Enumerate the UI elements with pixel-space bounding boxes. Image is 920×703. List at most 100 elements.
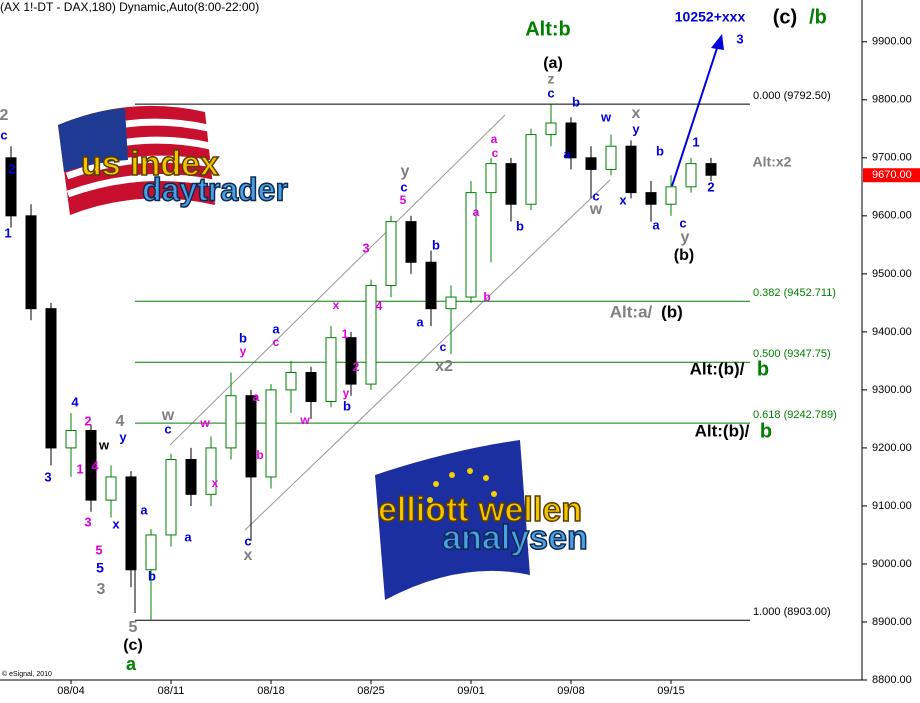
candle-body (5, 157, 17, 217)
wave-label: c (400, 179, 407, 194)
wave-label: x (212, 476, 219, 490)
candle-body (245, 395, 257, 478)
wave-label: (b) (674, 247, 694, 264)
wave-label: 5 (96, 560, 104, 576)
wave-label: (c) (773, 6, 797, 28)
candle-body (605, 145, 617, 170)
candle-body (145, 534, 157, 571)
wave-label: (b) (661, 302, 683, 321)
wave-label: w (199, 416, 210, 430)
x-tick-label: 09/01 (457, 685, 485, 697)
wave-label: b (432, 237, 440, 252)
wave-label: 5 (129, 619, 138, 636)
candle-body (185, 459, 197, 495)
wave-label: w (299, 413, 310, 427)
projection-arrow (671, 41, 720, 187)
wave-label: b (516, 218, 524, 233)
logo-text: daytrader (142, 171, 288, 207)
logo-text: elliott wellen (378, 491, 582, 529)
candle-body (305, 371, 317, 403)
wave-label: 1 (692, 134, 699, 149)
wave-label: c (244, 533, 251, 548)
candle-body (345, 337, 357, 385)
x-tick-label: 09/08 (557, 685, 585, 697)
wave-label: c (273, 335, 280, 349)
x-tick-label: 08/18 (257, 685, 285, 697)
fib-label: 0.382 (9452.711) (753, 287, 836, 299)
copyright: © eSignal, 2010 (2, 670, 52, 678)
candle-body (665, 186, 677, 205)
candle-body (165, 459, 177, 536)
candle-body (25, 215, 37, 310)
candle-body (585, 157, 597, 170)
candle-body (45, 308, 57, 449)
wave-label: (a) (543, 55, 563, 72)
wave-label: Alt:(b)/ (695, 421, 750, 440)
wave-label: w (161, 407, 175, 424)
eu-flag (375, 440, 530, 600)
wave-label: c (492, 146, 499, 160)
x-tick-label: 08/04 (57, 685, 85, 697)
wave-label: x (333, 298, 340, 312)
candle-body (465, 192, 477, 298)
candle-body (365, 284, 377, 385)
wave-label: a (473, 205, 480, 219)
us-logo: us index daytrader (58, 105, 289, 215)
wave-label: w (98, 437, 110, 452)
candle-body (85, 430, 97, 501)
wave-label: a (652, 217, 660, 232)
y-tick-label: 9700.00 (872, 152, 912, 164)
wave-label: 10252+xxx (675, 9, 746, 25)
eu-stars (427, 468, 497, 503)
wave-label: b (572, 94, 580, 109)
wave-label: Alt:a/ (610, 302, 653, 321)
arrow-head (711, 34, 724, 50)
wave-label: c (440, 340, 447, 354)
wave-label: 2 (707, 179, 714, 194)
candle-body (105, 476, 117, 501)
wave-label: Alt:(b)/ (690, 359, 745, 378)
candle-body (265, 389, 277, 478)
wave-label: 4 (376, 299, 383, 313)
y-tick-label: 8800.00 (872, 674, 912, 686)
wave-label: 4 (116, 413, 125, 430)
candle-body (445, 296, 457, 310)
last-price-label: 9670.00 (872, 169, 912, 181)
candle-body (225, 395, 237, 449)
candle-body (325, 337, 337, 403)
wave-label: a (272, 321, 280, 336)
candle-body (565, 122, 577, 159)
y-tick-label: 9900.00 (872, 36, 912, 48)
wave-label: c (164, 421, 171, 436)
wave-label: c (592, 188, 599, 203)
wave-label: a (491, 132, 498, 146)
fib-label: 0.618 (9242.789) (753, 409, 837, 421)
wave-label: 2 (84, 413, 91, 428)
candle-body (705, 163, 717, 176)
flag-stripes (62, 118, 214, 198)
candle-body (205, 447, 217, 495)
candle-body (645, 192, 657, 205)
y-tick-label: 9300.00 (872, 384, 912, 396)
wave-label: /b (809, 6, 827, 28)
candle-body (125, 476, 137, 571)
wave-label: 1 (76, 461, 83, 476)
wave-label: Alt:x2 (753, 154, 792, 170)
wave-label: a (253, 390, 260, 404)
candle-body (425, 261, 437, 310)
wave-label: z (548, 71, 555, 87)
wave-label: 2 (8, 161, 15, 176)
fib-label: 0.000 (9792.50) (753, 90, 831, 102)
wave-label: c (0, 127, 7, 142)
candle-body (485, 163, 497, 194)
logo-text: analysen (442, 519, 588, 557)
wave-label: c (679, 215, 686, 230)
wave-label: y (240, 344, 247, 358)
wave-label: a (140, 502, 148, 517)
wave-label: 2 (353, 360, 360, 374)
candle-body (625, 145, 637, 194)
candle-body (505, 163, 517, 205)
wave-label: x2 (435, 358, 453, 375)
y-tick-label: 8900.00 (872, 616, 912, 628)
